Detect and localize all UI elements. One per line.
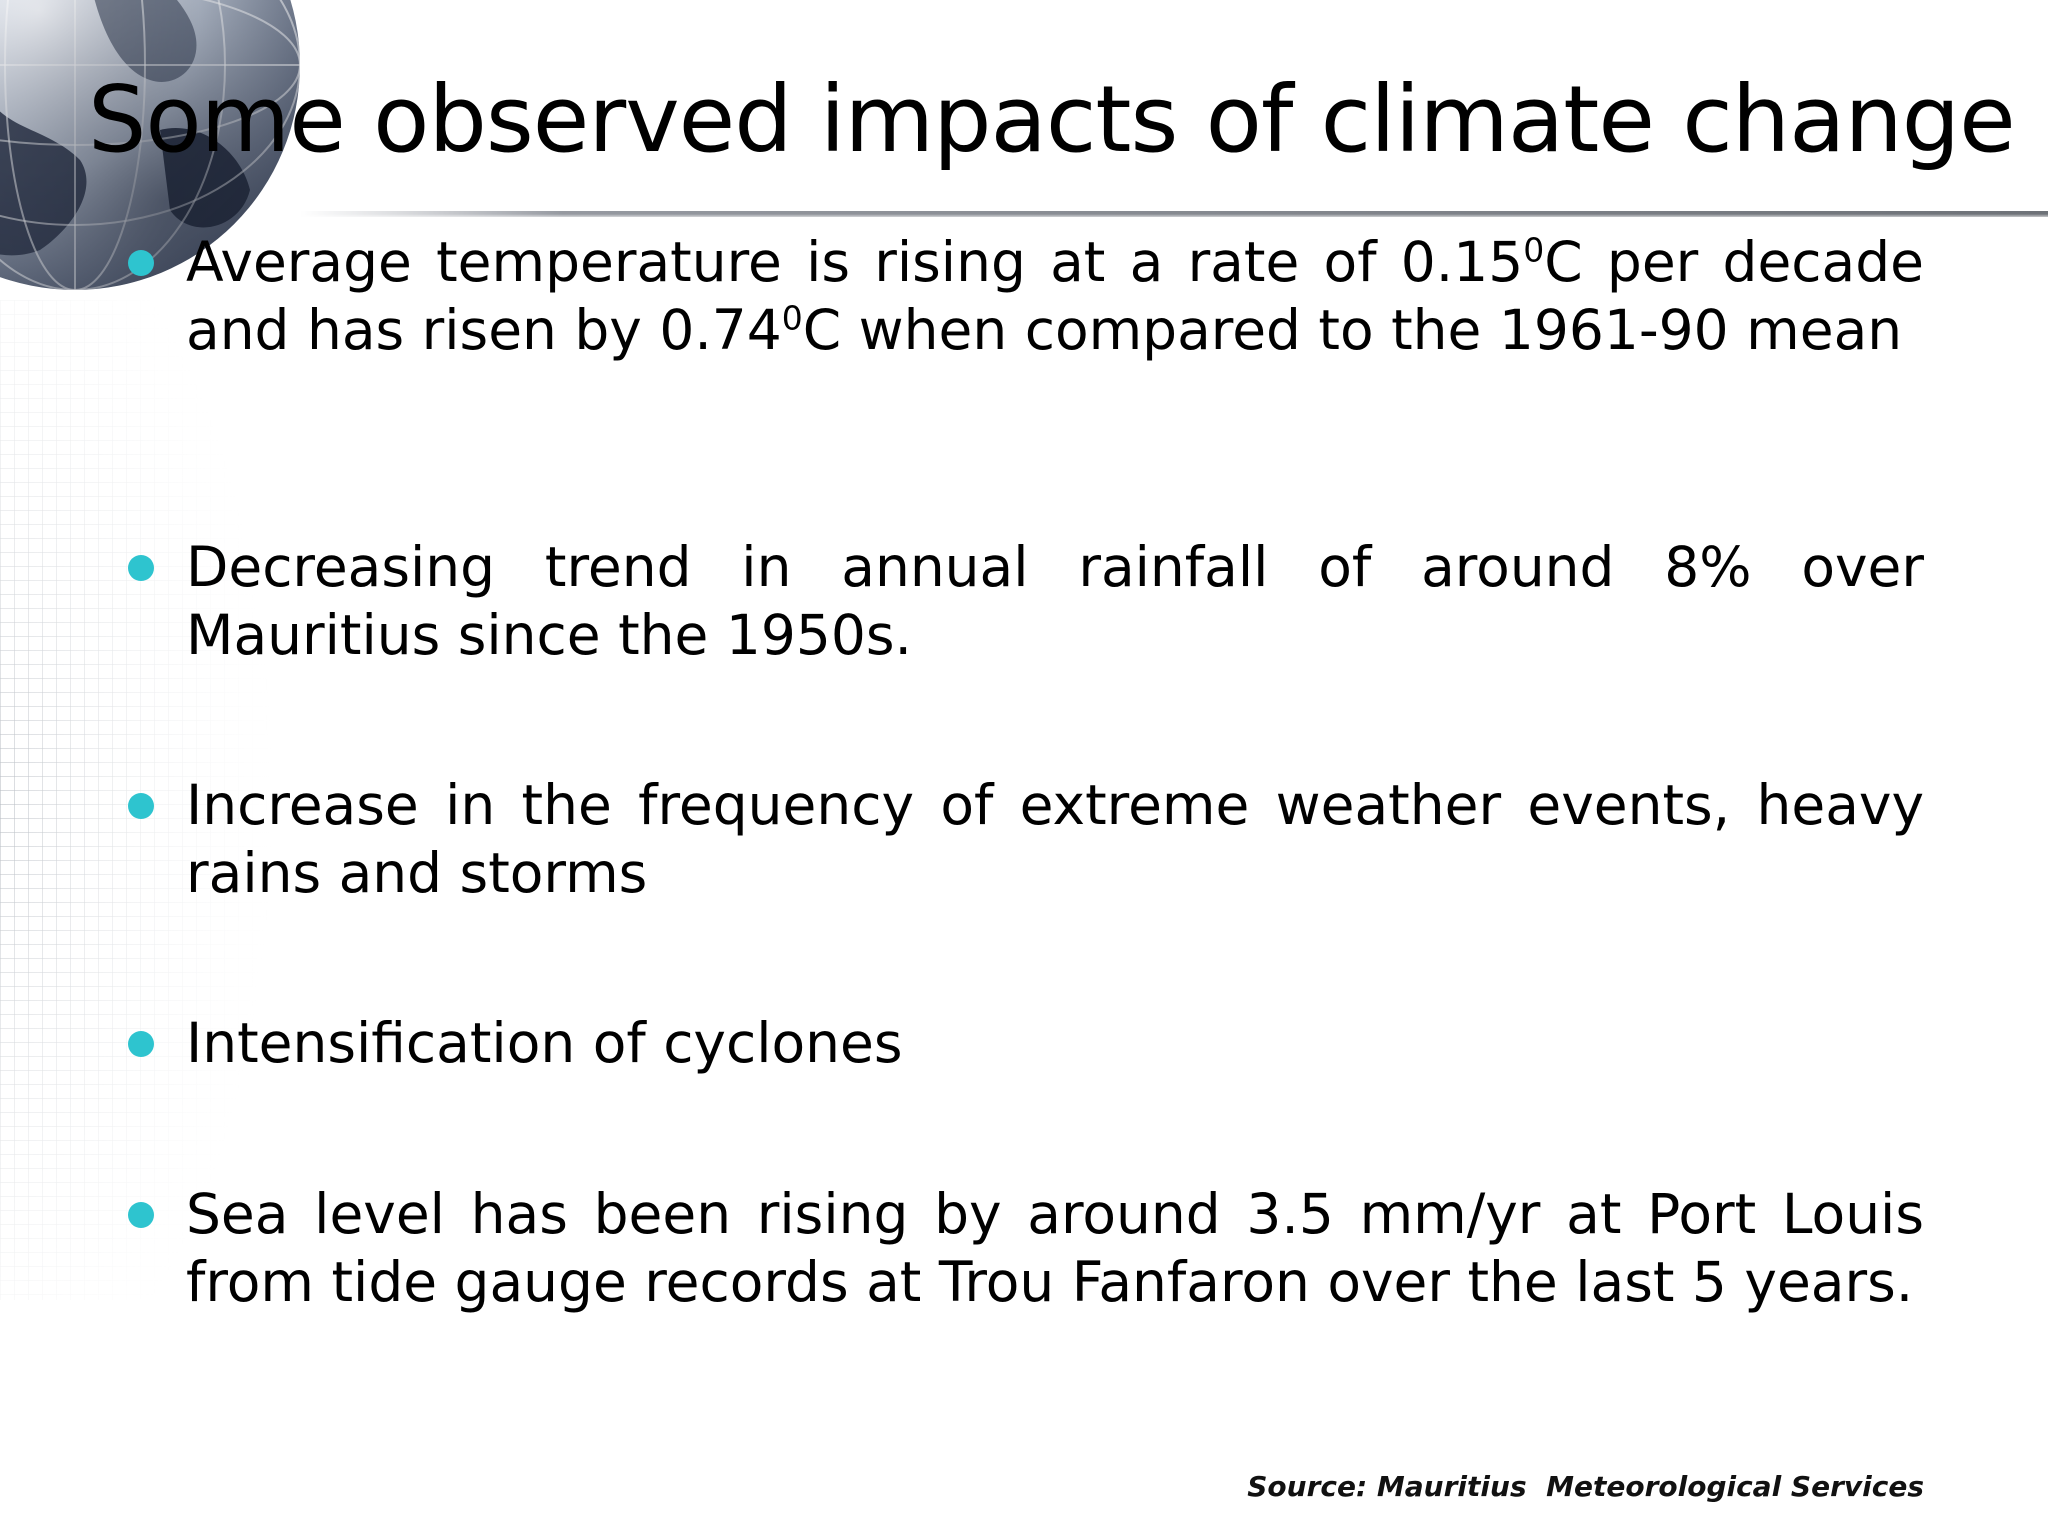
- bullet-dot-icon: [128, 1031, 154, 1057]
- superscript-text: 0: [1523, 230, 1545, 270]
- bullet-text: C per decade and has risen by 0.74: [186, 230, 1924, 362]
- bullet-dot-icon: [128, 1202, 154, 1228]
- slide-title: Some observed impacts of climate change: [88, 66, 2016, 173]
- bullet-item: Average temperature is rising at a rate …: [186, 228, 1924, 364]
- bullet-text: Average temperature is rising at a rate …: [186, 230, 1524, 294]
- bullet-item: Intensification of cyclones: [186, 1009, 1924, 1077]
- superscript-text: 0: [781, 298, 803, 338]
- bullet-item: Decreasing trend in annual rainfall of a…: [186, 533, 1924, 669]
- source-citation: Source: Mauritius Meteorological Service…: [1247, 1470, 1924, 1503]
- bullet-text: Intensification of cyclones: [186, 1011, 903, 1075]
- bullet-dot-icon: [128, 250, 154, 276]
- bullet-text: C when compared to the 1961-90 mean: [802, 298, 1903, 362]
- bullet-dot-icon: [128, 793, 154, 819]
- bullet-item: Sea level has been rising by around 3.5 …: [186, 1180, 1924, 1316]
- bullet-dot-icon: [128, 555, 154, 581]
- bullet-text: Sea level has been rising by around 3.5 …: [186, 1182, 1924, 1314]
- globe-icon: [0, 0, 300, 290]
- bullet-text: Increase in the frequency of extreme wea…: [186, 773, 1924, 905]
- header-divider-line: [300, 211, 2048, 217]
- bullet-text: Decreasing trend in annual rainfall of a…: [186, 535, 1924, 667]
- bullet-item: Increase in the frequency of extreme wea…: [186, 771, 1924, 907]
